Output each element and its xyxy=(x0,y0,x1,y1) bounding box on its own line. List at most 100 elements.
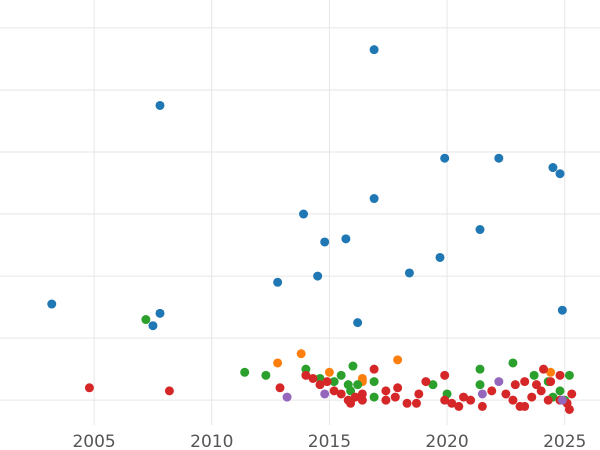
data-point-s0-19 xyxy=(557,305,567,315)
data-point-s3-16 xyxy=(381,386,391,396)
data-point-s0-1 xyxy=(148,321,158,331)
data-point-s2-5 xyxy=(329,377,339,387)
data-point-s0-15 xyxy=(475,225,485,235)
x-tick-label: 2020 xyxy=(425,432,468,450)
data-point-s3-25 xyxy=(447,398,457,408)
data-point-s2-4 xyxy=(315,373,325,383)
data-point-s0-8 xyxy=(341,234,351,244)
data-point-s2-16 xyxy=(475,380,485,390)
data-point-s3-30 xyxy=(487,386,497,396)
data-point-s0-0 xyxy=(47,299,57,309)
data-point-s4-0 xyxy=(282,392,292,402)
data-point-s3-15 xyxy=(381,395,391,405)
data-point-s2-3 xyxy=(301,364,311,374)
data-point-s3-10 xyxy=(346,398,356,408)
data-point-s3-7 xyxy=(329,386,339,396)
data-point-s0-17 xyxy=(548,163,558,173)
data-point-s3-21 xyxy=(414,389,424,399)
data-point-s3-27 xyxy=(459,392,469,402)
data-point-s0-12 xyxy=(404,268,414,278)
data-point-s1-0 xyxy=(273,358,283,368)
data-point-s0-2 xyxy=(155,308,165,318)
data-point-s2-6 xyxy=(336,370,346,380)
data-point-s3-14 xyxy=(369,364,379,374)
data-point-s0-10 xyxy=(369,194,379,204)
data-point-s3-20 xyxy=(411,398,421,408)
data-point-s3-22 xyxy=(421,377,431,387)
x-tick-label: 2015 xyxy=(308,432,351,450)
data-point-s3-8 xyxy=(336,389,346,399)
data-point-s3-13 xyxy=(357,389,367,399)
x-tick-label: 2025 xyxy=(543,432,586,450)
data-point-s3-2 xyxy=(275,383,285,393)
data-point-s3-11 xyxy=(350,392,360,402)
data-point-s3-31 xyxy=(501,389,511,399)
data-point-s3-29 xyxy=(477,401,487,411)
data-point-s3-19 xyxy=(402,398,412,408)
data-point-s3-18 xyxy=(393,383,403,393)
data-point-s2-10 xyxy=(353,380,363,390)
data-point-s1-2 xyxy=(324,367,334,377)
data-point-s3-39 xyxy=(536,386,546,396)
data-point-s3-1 xyxy=(164,386,174,396)
data-point-s2-9 xyxy=(348,361,358,371)
data-point-s3-35 xyxy=(520,377,530,387)
data-point-s3-6 xyxy=(322,377,332,387)
data-point-s2-13 xyxy=(428,380,438,390)
data-point-s2-23 xyxy=(564,370,574,380)
data-point-s4-1 xyxy=(320,389,330,399)
data-point-s3-33 xyxy=(510,380,520,390)
data-point-s3-43 xyxy=(555,370,565,380)
data-point-s3-5 xyxy=(315,380,325,390)
data-point-s0-18 xyxy=(555,169,565,179)
data-point-s0-16 xyxy=(494,153,504,163)
data-point-s4-2 xyxy=(477,389,487,399)
x-tick-label: 2010 xyxy=(190,432,233,450)
data-point-s3-38 xyxy=(531,380,541,390)
data-point-s1-6 xyxy=(546,367,556,377)
data-point-s0-5 xyxy=(299,209,309,219)
data-point-s3-37 xyxy=(527,392,537,402)
data-point-s3-26 xyxy=(454,401,464,411)
data-point-s3-47 xyxy=(567,389,577,399)
x-tick-label: 2005 xyxy=(72,432,115,450)
data-points xyxy=(47,45,577,414)
data-point-s3-4 xyxy=(308,373,318,383)
data-point-s0-4 xyxy=(273,277,283,287)
data-point-s2-18 xyxy=(529,370,539,380)
data-point-s3-0 xyxy=(84,383,94,393)
x-axis-tick-labels: 2005 2010 2015 2020 2025 xyxy=(72,432,586,450)
data-point-s2-21 xyxy=(555,386,565,396)
data-point-s2-1 xyxy=(240,367,250,377)
data-point-s0-13 xyxy=(435,252,445,262)
data-point-s3-28 xyxy=(466,395,476,405)
data-point-s3-46 xyxy=(564,404,574,414)
data-point-s3-36 xyxy=(520,401,530,411)
data-point-s2-11 xyxy=(369,377,379,387)
data-point-s3-41 xyxy=(543,395,553,405)
data-point-s0-11 xyxy=(369,45,379,55)
data-point-s0-14 xyxy=(440,153,450,163)
data-point-s2-12 xyxy=(369,392,379,402)
data-point-s2-0 xyxy=(141,315,151,325)
data-point-s3-12 xyxy=(357,395,367,405)
data-point-s2-8 xyxy=(346,386,356,396)
data-point-s3-24 xyxy=(440,370,450,380)
data-point-s4-4 xyxy=(557,395,567,405)
data-point-s0-7 xyxy=(320,237,330,247)
data-point-s0-6 xyxy=(313,271,323,281)
data-point-s3-32 xyxy=(508,395,518,405)
data-point-s2-15 xyxy=(475,364,485,374)
data-point-s4-3 xyxy=(494,377,504,387)
data-point-s2-17 xyxy=(508,358,518,368)
data-point-s2-2 xyxy=(261,370,271,380)
data-point-s1-1 xyxy=(296,349,306,359)
data-point-s1-5 xyxy=(393,355,403,365)
data-point-s3-40 xyxy=(539,364,549,374)
data-point-s3-23 xyxy=(440,395,450,405)
data-point-s0-9 xyxy=(353,318,363,328)
data-point-s3-17 xyxy=(390,392,400,402)
data-point-s3-3 xyxy=(301,370,311,380)
data-point-s0-3 xyxy=(155,100,165,110)
